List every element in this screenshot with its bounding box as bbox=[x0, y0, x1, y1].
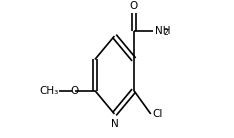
Text: O: O bbox=[130, 1, 138, 11]
Text: N: N bbox=[110, 119, 118, 129]
Text: NH: NH bbox=[155, 26, 170, 36]
Text: CH₃: CH₃ bbox=[39, 86, 58, 96]
Text: O: O bbox=[71, 86, 79, 96]
Text: Cl: Cl bbox=[152, 109, 162, 119]
Text: 2: 2 bbox=[164, 28, 168, 37]
